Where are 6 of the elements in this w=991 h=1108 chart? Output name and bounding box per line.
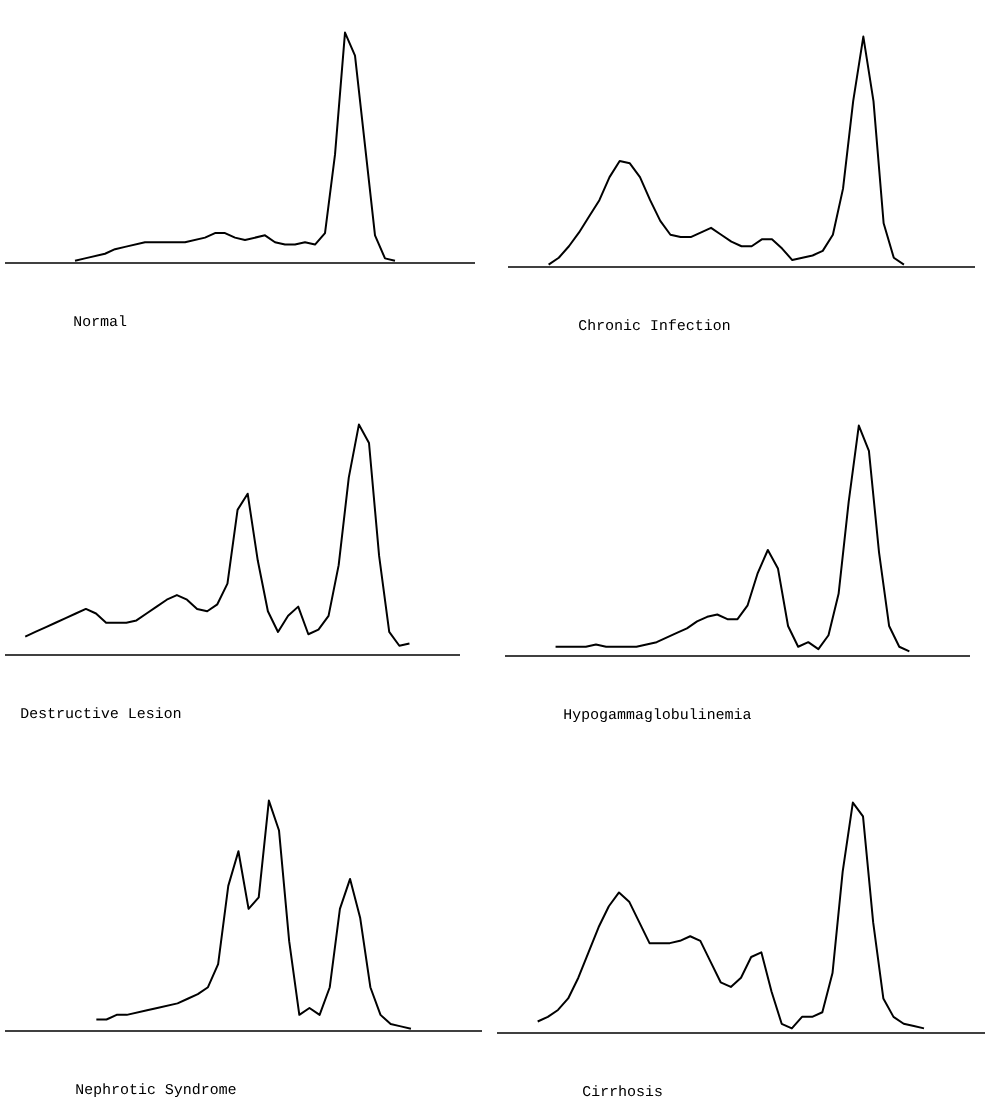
text: Destructive Lesion	[21, 707, 181, 719]
text: Hypogammaglobulinemia	[564, 708, 751, 723]
text: Cirrhosis	[583, 1085, 662, 1097]
text: Nephrotic Syndrome	[76, 1083, 236, 1098]
text: Normal	[74, 315, 127, 327]
text: Chronic Infection	[579, 319, 730, 331]
